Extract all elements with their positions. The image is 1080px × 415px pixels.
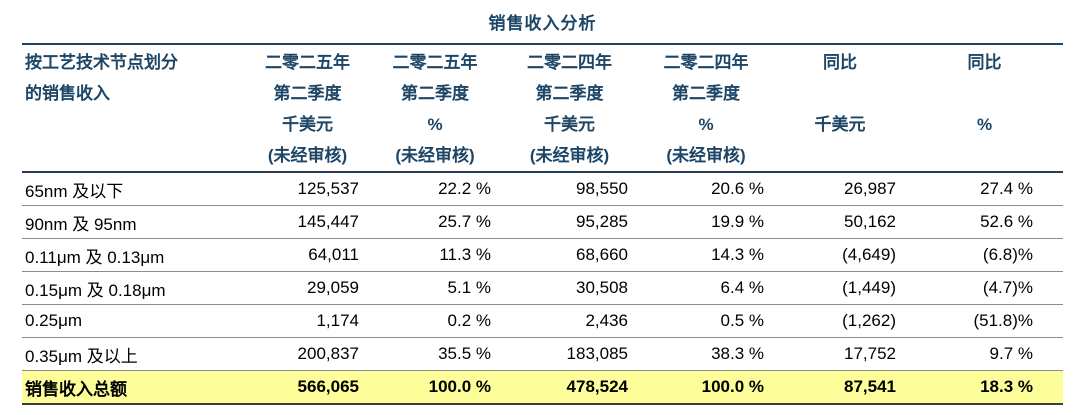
- cell-value: 64,011: [246, 238, 369, 272]
- header-line: 同比: [967, 53, 1002, 72]
- cell-value: (6.8)%: [906, 238, 1063, 272]
- header-line: 同比: [823, 53, 857, 72]
- cell-value: 17,752: [774, 337, 906, 371]
- cell-value: 1,174: [246, 304, 369, 338]
- header-line: [25, 140, 246, 171]
- row-label: 0.11μm 及 0.13μm: [22, 238, 246, 272]
- header-line: 第二季度: [535, 84, 604, 103]
- header-line: 千美元: [544, 115, 595, 134]
- cell-value: (51.8)%: [906, 304, 1063, 338]
- header-line: 二零二四年: [527, 53, 612, 72]
- cell-value: (4.7)%: [906, 271, 1063, 305]
- cell-value: 29,059: [246, 271, 369, 305]
- col-header-2025q2-usd: 二零二五年 第二季度 千美元 (未经审核): [246, 43, 369, 173]
- cell-value: 20.6 %: [638, 172, 774, 206]
- header-row: 按工艺技术节点划分 的销售收入 二零二五年 第二季度 千美元 (未经审核) 二零…: [22, 43, 1063, 173]
- header-line: 的销售收入: [25, 84, 110, 103]
- total-row: 销售收入总额 566,065 100.0 % 478,524 100.0 % 8…: [22, 370, 1063, 405]
- cell-value: 5.1 %: [369, 271, 501, 305]
- cell-value: 26,987: [774, 172, 906, 206]
- cell-value: 19.9 %: [638, 205, 774, 239]
- cell-value: 0.5 %: [638, 304, 774, 338]
- col-header-node: 按工艺技术节点划分 的销售收入: [22, 43, 246, 173]
- col-header-2024q2-pct: 二零二四年 第二季度 % (未经审核): [638, 43, 774, 173]
- table-row-025um: 0.25μm 1,174 0.2 % 2,436 0.5 % (1,262) (…: [22, 304, 1063, 338]
- col-header-yoy-usd: 同比 千美元: [774, 43, 906, 173]
- cell-value: 11.3 %: [369, 238, 501, 272]
- cell-value: 25.7 %: [369, 205, 501, 239]
- table-row-011um-013um: 0.11μm 及 0.13μm 64,011 11.3 % 68,660 14.…: [22, 238, 1063, 272]
- header-line: (未经审核): [395, 146, 475, 165]
- cell-value: 22.2 %: [369, 172, 501, 206]
- cell-value: 0.2 %: [369, 304, 501, 338]
- header-line: (未经审核): [267, 146, 348, 165]
- row-label: 0.25μm: [22, 304, 246, 338]
- header-line: %: [976, 115, 993, 134]
- header-line: [906, 78, 1063, 109]
- cell-value: 125,537: [246, 172, 369, 206]
- header-line: 二零二五年: [392, 53, 478, 72]
- header-line: [774, 78, 906, 109]
- cell-value: 183,085: [501, 337, 638, 371]
- table-row-015um-018um: 0.15μm 及 0.18μm 29,059 5.1 % 30,508 6.4 …: [22, 271, 1063, 305]
- header-line: (未经审核): [529, 146, 610, 165]
- cell-value: 35.5 %: [369, 337, 501, 371]
- cell-value: 50,162: [774, 205, 906, 239]
- header-line: (未经审核): [666, 146, 746, 165]
- header-line: [25, 109, 246, 140]
- cell-value: 27.4 %: [906, 172, 1063, 206]
- total-cell-value: 100.0 %: [638, 370, 774, 405]
- total-cell-value: 87,541: [774, 370, 906, 405]
- header-line: 二零二四年: [663, 53, 749, 72]
- cell-value: 145,447: [246, 205, 369, 239]
- cell-value: (4,649): [774, 238, 906, 272]
- row-label: 0.35μm 及以上: [22, 337, 246, 371]
- table-row-90nm-95nm: 90nm 及 95nm 145,447 25.7 % 95,285 19.9 %…: [22, 205, 1063, 239]
- cell-value: 68,660: [501, 238, 638, 272]
- cell-value: 200,837: [246, 337, 369, 371]
- cell-value: (1,262): [774, 304, 906, 338]
- cell-value: 14.3 %: [638, 238, 774, 272]
- header-line: [906, 140, 1063, 171]
- cell-value: 95,285: [501, 205, 638, 239]
- header-line: 千美元: [282, 115, 333, 134]
- header-line: 千美元: [814, 115, 866, 134]
- header-line: 二零二五年: [265, 53, 350, 72]
- header-line: 第二季度: [401, 84, 469, 103]
- total-cell-value: 566,065: [246, 370, 369, 405]
- total-cell-value: 18.3 %: [906, 370, 1063, 405]
- cell-value: 9.7 %: [906, 337, 1063, 371]
- table-row-65nm: 65nm 及以下 125,537 22.2 % 98,550 20.6 % 26…: [22, 172, 1063, 206]
- cell-value: 30,508: [501, 271, 638, 305]
- cell-value: 52.6 %: [906, 205, 1063, 239]
- row-label: 65nm 及以下: [22, 172, 246, 206]
- header-line: %: [427, 115, 443, 134]
- cell-value: 38.3 %: [638, 337, 774, 371]
- total-row-label: 销售收入总额: [22, 370, 246, 405]
- sales-revenue-table: 按工艺技术节点划分 的销售收入 二零二五年 第二季度 千美元 (未经审核) 二零…: [22, 43, 1063, 405]
- col-header-yoy-pct: 同比 %: [906, 43, 1063, 173]
- total-cell-value: 478,524: [501, 370, 638, 405]
- header-line: [774, 140, 906, 171]
- cell-value: 98,550: [501, 172, 638, 206]
- row-label: 0.15μm 及 0.18μm: [22, 271, 246, 305]
- header-line: %: [698, 115, 714, 134]
- table-row-035um: 0.35μm 及以上 200,837 35.5 % 183,085 38.3 %…: [22, 337, 1063, 371]
- total-cell-value: 100.0 %: [369, 370, 501, 405]
- col-header-2024q2-usd: 二零二四年 第二季度 千美元 (未经审核): [501, 43, 638, 173]
- header-line: 按工艺技术节点划分: [25, 53, 178, 72]
- cell-value: 2,436: [501, 304, 638, 338]
- cell-value: (1,449): [774, 271, 906, 305]
- cell-value: 6.4 %: [638, 271, 774, 305]
- header-line: 第二季度: [273, 84, 342, 103]
- row-label: 90nm 及 95nm: [22, 205, 246, 239]
- col-header-2025q2-pct: 二零二五年 第二季度 % (未经审核): [369, 43, 501, 173]
- page-title: 销售收入分析: [488, 14, 597, 33]
- header-line: 第二季度: [672, 84, 740, 103]
